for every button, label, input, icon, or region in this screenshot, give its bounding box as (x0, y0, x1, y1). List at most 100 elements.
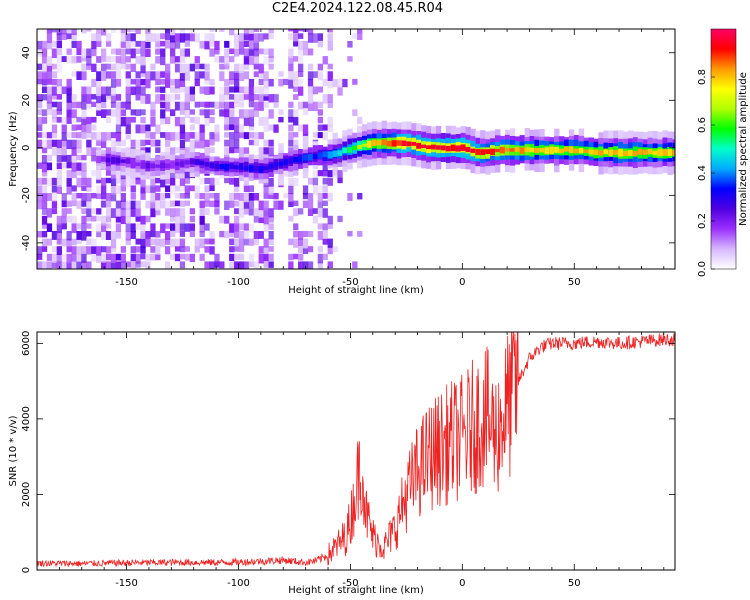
spectrogram-cell (179, 29, 186, 33)
spectrogram-cell (96, 109, 102, 116)
spectrogram-cell (263, 78, 269, 89)
spectrogram-cell (130, 246, 136, 254)
spectrogram-panel: -150 -100 -50 0 50 -40 -20 0 20 40 Height of stra… (8, 28, 676, 296)
spectrogram-cell (86, 48, 92, 58)
spectrogram-cell (110, 86, 117, 96)
spectrogram-cell (234, 132, 240, 141)
spectrogram-cell (288, 63, 294, 72)
spectrogram-cell (268, 154, 274, 161)
spectrogram-cell (155, 208, 161, 216)
spectrogram-cell (125, 33, 131, 41)
spectrogram-cell (96, 56, 102, 63)
spectrogram-cell (135, 261, 141, 268)
spectrogram-cell (307, 200, 314, 210)
spectrogram-cell (145, 231, 151, 239)
spectrogram-cell (96, 101, 102, 111)
spectrogram-cell (105, 215, 112, 223)
spectrogram-cell (125, 71, 131, 79)
spectrogram-cell (120, 139, 126, 147)
spectrogram-cell (184, 71, 190, 81)
spectrogram-cell (115, 63, 122, 72)
spectrogram-cell (238, 33, 245, 43)
spectrogram-cell (165, 185, 171, 193)
spectrogram-cell (145, 215, 151, 223)
spectrogram-cell (199, 132, 205, 141)
spectrogram-cell (56, 101, 62, 111)
spectrogram-cell (81, 177, 87, 185)
spectrogram-cell (253, 208, 259, 216)
spectrogram-cell (110, 193, 117, 202)
spectrogram-cell (155, 86, 161, 93)
spectrogram-cell (51, 139, 58, 147)
spectrogram-cell (135, 71, 141, 79)
spectrogram-cell (243, 56, 250, 65)
spectrogram-cell (81, 124, 87, 133)
spectrogram-cell (135, 40, 141, 47)
spectrogram-cell (194, 132, 200, 142)
ridge-cell (480, 149, 486, 155)
spectrogram-cell (115, 124, 122, 134)
ridge-cell (179, 161, 186, 167)
spectrogram-cell (204, 208, 210, 215)
spectrogram-cell (278, 78, 284, 87)
spectrogram-cell (76, 162, 82, 171)
spectrogram-cell (66, 231, 72, 241)
spectrogram-cell (288, 48, 294, 59)
spectrogram-cell (155, 231, 161, 238)
spectrogram-cell (194, 139, 200, 149)
spectrogram-cell (243, 261, 250, 269)
spectrogram-cell (150, 200, 156, 209)
snr-panel: -150 -100 -50 0 50 0 2000 4000 6000 Height of st… (8, 331, 676, 596)
spectrogram-cell (248, 200, 255, 209)
spectrogram-cell (96, 71, 102, 81)
spectrogram-cell (91, 215, 97, 222)
spectrogram-cell (278, 71, 284, 77)
spectrogram-cell (41, 94, 48, 101)
spectrogram-cell (288, 253, 294, 261)
spectrogram-cell (91, 246, 97, 254)
spectrogram-cell (81, 253, 87, 263)
spectrogram-cell (170, 48, 176, 57)
spectrogram-cell (76, 193, 82, 199)
spectrogram-cell (234, 208, 240, 215)
spectrogram-cell (174, 94, 181, 100)
spectrogram-x-tick-label: -100 (227, 277, 250, 288)
spectrogram-cell (140, 139, 146, 147)
spectrogram-cell (243, 238, 250, 246)
ridge-cell (130, 159, 136, 165)
spectrogram-cell (199, 101, 205, 108)
spectrogram-cell (288, 78, 294, 89)
spectrogram-cell (125, 231, 131, 241)
spectrogram-cell (204, 223, 210, 231)
ridge-cell (426, 145, 432, 150)
spectrogram-cell (71, 94, 77, 101)
spectrogram-cell (224, 101, 230, 112)
spectrogram-cell (189, 231, 195, 237)
spectrogram-cell (229, 253, 235, 261)
spectrogram-cell (37, 139, 43, 149)
spectrogram-cell (71, 253, 77, 262)
spectrogram-cell (253, 193, 259, 201)
ridge-cell (332, 150, 338, 158)
spectrogram-cell (258, 231, 264, 239)
spectrogram-cell (115, 200, 122, 209)
colorbar-tick-label: 0.6 (697, 117, 708, 133)
spectrogram-cell (307, 246, 314, 253)
spectrogram-cell (302, 231, 309, 237)
spectrogram-cell (317, 71, 323, 81)
spectrogram-cell (268, 215, 274, 223)
spectrogram-cell (66, 33, 72, 40)
spectrogram-cell (248, 139, 255, 146)
spectrogram-cell (125, 116, 131, 125)
spectrogram-cell (71, 246, 77, 255)
spectrogram-cell (219, 56, 225, 63)
spectrogram-cell (51, 71, 58, 78)
spectrogram-cell (238, 231, 245, 239)
spectrogram-cell (253, 29, 259, 32)
ridge-cell (209, 162, 215, 169)
spectrogram-cell (209, 231, 215, 239)
spectrogram-cell (288, 177, 294, 186)
spectrogram-cell (263, 193, 269, 199)
ridge-cell (431, 144, 437, 150)
spectrogram-cell (293, 94, 299, 100)
